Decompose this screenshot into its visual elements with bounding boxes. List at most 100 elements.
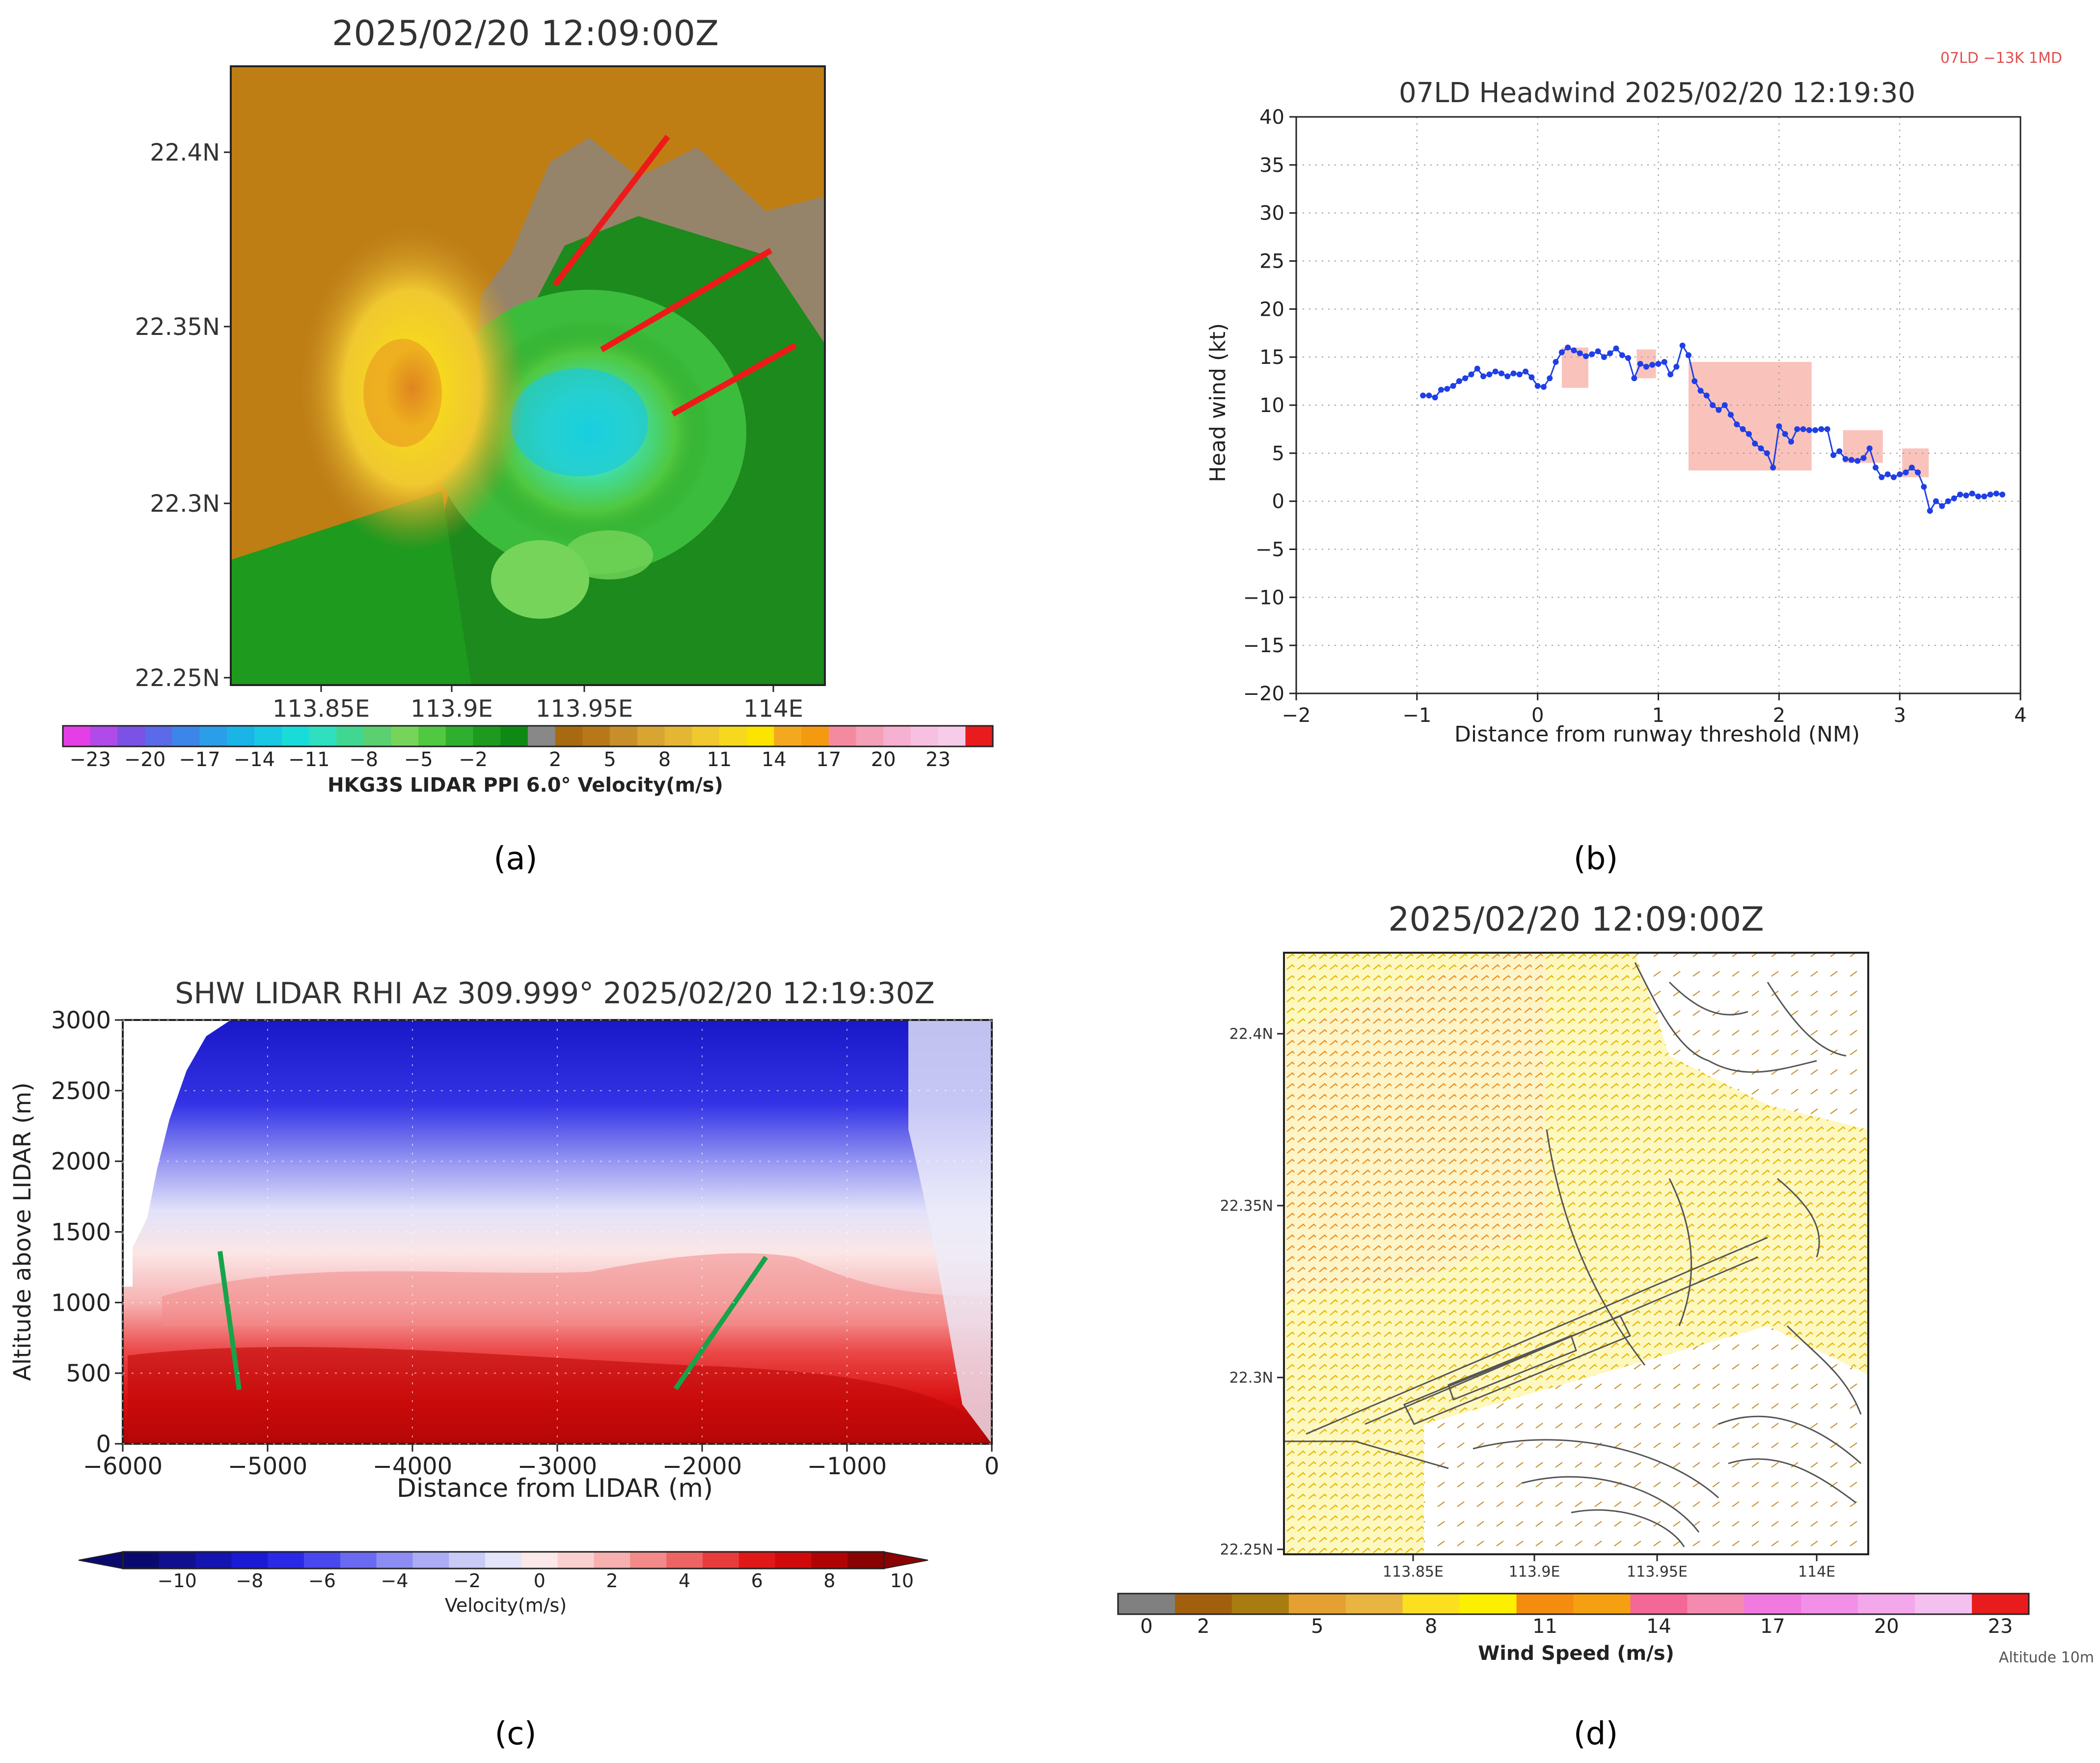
data-point	[1613, 345, 1619, 352]
colorbar-tick-label: −8	[349, 748, 378, 771]
colorbar-swatch	[412, 1552, 449, 1569]
y-tick-label: 2500	[51, 1077, 111, 1105]
data-point	[1909, 465, 1915, 471]
lat-tick-label: 22.35N	[135, 313, 220, 341]
data-point	[1824, 426, 1830, 432]
y-tick-label: 30	[1259, 202, 1284, 225]
colorbar-frame	[1117, 1593, 2030, 1615]
data-point	[1673, 363, 1680, 370]
x-tick-label: −5000	[228, 1453, 307, 1480]
data-point	[1661, 358, 1667, 365]
colorbar-tick-label: −11	[288, 748, 329, 771]
data-point	[1528, 374, 1535, 381]
data-point	[1420, 392, 1426, 399]
colorbar-swatch	[594, 1552, 630, 1569]
panel-d-axes: 22.4N 22.35N 22.3N 22.25N 113.85E 113.9E 113.9…	[1220, 1026, 1835, 1581]
data-point	[1426, 392, 1432, 399]
data-point	[1945, 498, 1951, 504]
chart-ylabel: Head wind (kt)	[1205, 323, 1230, 482]
data-point	[1619, 352, 1625, 358]
colorbar-swatch	[1630, 1594, 1688, 1614]
colorbar-tick-label: −6	[308, 1570, 336, 1592]
colorbar-tick-label: 23	[926, 748, 951, 771]
colorbar-swatch	[1516, 1594, 1574, 1614]
colorbar-swatch	[391, 726, 419, 746]
colorbar-swatch	[500, 726, 528, 746]
colorbar-swatch	[195, 1552, 232, 1569]
colorbar-swatch	[965, 726, 993, 746]
colorbar-swatch	[664, 726, 692, 746]
data-point	[1981, 493, 1988, 499]
colorbar-tick-label: 0	[1140, 1615, 1152, 1638]
data-point	[1685, 352, 1691, 358]
colorbar-swatch	[117, 726, 145, 746]
data-point	[1987, 491, 1993, 497]
colorbar-frame	[122, 1551, 885, 1570]
colorbar-swatch	[254, 726, 282, 746]
data-point	[1890, 474, 1897, 480]
y-tick-label: −15	[1243, 634, 1284, 657]
colorbar-swatch	[336, 726, 364, 746]
colorbar-tick-label: 4	[679, 1570, 690, 1592]
lat-tick-label: 22.4N	[1229, 1026, 1273, 1043]
panel-c-xlabel: Distance from LIDAR (m)	[397, 1474, 713, 1503]
data-point	[1667, 371, 1674, 378]
x-tick-label: 1	[1652, 704, 1664, 727]
colorbar-swatch	[746, 726, 774, 746]
colorbar-tick-label: 20	[871, 748, 896, 771]
x-tick-label: 2	[1773, 704, 1785, 727]
colorbar-tick-label: 8	[823, 1570, 835, 1592]
colorbar-tick-label: −20	[124, 748, 165, 771]
x-tick-label: −1000	[807, 1453, 887, 1480]
panel-a-colorbar: −23 −20 −17 −14 −11 −8 −5 −2 2 5 8 11 14 17 20 23	[62, 725, 994, 771]
data-point	[1963, 492, 1969, 498]
colorbar-swatch	[90, 726, 118, 746]
data-point	[1921, 484, 1927, 490]
colorbar-swatch	[666, 1552, 703, 1569]
colorbar-tick-label: −8	[236, 1570, 263, 1592]
colorbar-swatch	[1972, 1594, 2029, 1614]
data-point	[1679, 342, 1686, 349]
colorbar-swatch	[418, 726, 446, 746]
data-point	[1818, 426, 1825, 432]
data-point	[1547, 375, 1553, 382]
colorbar-frame	[62, 725, 994, 747]
colorbar-swatch	[340, 1552, 377, 1569]
panel-c: SHW LIDAR RHI Az 309.999° 2025/02/20 12:…	[9, 976, 999, 1752]
annotation-line	[673, 1256, 768, 1390]
data-point	[1770, 465, 1776, 471]
colorbar-swatch	[828, 726, 856, 746]
colorbar-tick-label: 14	[1646, 1615, 1671, 1638]
data-point	[1800, 426, 1806, 432]
annotation-line	[218, 1251, 242, 1390]
data-point	[1571, 347, 1577, 354]
data-point	[1884, 471, 1891, 477]
colorbar-tick-label: −17	[179, 748, 220, 771]
data-point	[1710, 402, 1716, 408]
data-point	[1474, 365, 1480, 372]
colorbar-tick-label: 17	[816, 748, 841, 771]
lat-tick-label: 22.4N	[150, 139, 220, 166]
colorbar-swatch	[775, 1552, 812, 1569]
panel-a-label: (a)	[493, 841, 537, 877]
panel-d-colorbar-label: Wind Speed (m/s)	[1478, 1642, 1674, 1665]
panel-c-axes: −6000 −5000 −4000 −3000 −2000 −1000 0 0 500 1000 1…	[51, 1007, 999, 1480]
data-point	[1836, 448, 1843, 454]
lat-tick-label: 22.25N	[135, 664, 220, 692]
data-point	[1607, 350, 1613, 357]
colorbar-swatch	[774, 726, 802, 746]
colorbar-swatch	[610, 726, 638, 746]
lat-tick-label: 22.3N	[1229, 1370, 1273, 1387]
panel-a: 2025/02/20 12:09:00Z 22.4N22.35N22.3N22.…	[62, 13, 994, 877]
y-tick-label: 40	[1259, 106, 1284, 129]
data-point	[1879, 474, 1885, 480]
colorbar-swatch	[630, 1552, 667, 1569]
colorbar-swatch	[231, 1552, 268, 1569]
colorbar-swatch	[123, 1552, 160, 1569]
data-point	[1812, 427, 1819, 433]
y-tick-label: 35	[1259, 154, 1284, 177]
data-point	[1558, 349, 1565, 356]
data-point	[1855, 458, 1861, 464]
data-point	[1752, 441, 1758, 447]
